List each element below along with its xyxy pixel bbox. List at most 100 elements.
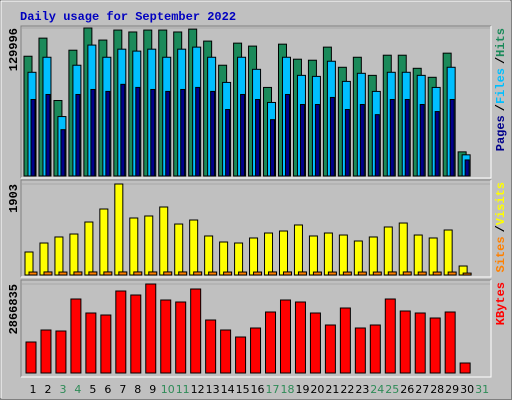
bar bbox=[265, 311, 277, 374]
x-tick-label: 2 bbox=[44, 383, 51, 396]
bar bbox=[219, 241, 229, 276]
bar bbox=[165, 90, 171, 177]
bar bbox=[398, 222, 408, 276]
bar bbox=[293, 224, 303, 276]
x-tick-label: 12 bbox=[191, 383, 205, 396]
bar bbox=[402, 271, 412, 276]
x-tick-label: 26 bbox=[400, 383, 414, 396]
bar bbox=[174, 223, 184, 276]
bar bbox=[45, 93, 51, 177]
bar bbox=[160, 299, 172, 374]
bar bbox=[189, 219, 199, 276]
bar bbox=[130, 294, 142, 374]
legend: KBytes bbox=[494, 282, 508, 325]
bar bbox=[69, 233, 79, 276]
bar bbox=[383, 226, 393, 276]
bar bbox=[459, 362, 471, 374]
bar bbox=[103, 271, 113, 276]
bar bbox=[144, 215, 154, 276]
bar bbox=[264, 232, 274, 276]
legend-separator: / bbox=[494, 225, 508, 232]
legend: Pages/Files/Hits bbox=[494, 28, 508, 151]
bar bbox=[25, 341, 37, 374]
x-tick-label: 19 bbox=[295, 383, 309, 396]
bar bbox=[180, 88, 186, 177]
bar bbox=[223, 271, 233, 276]
bar bbox=[399, 310, 411, 374]
bar bbox=[354, 327, 366, 374]
bar bbox=[387, 271, 397, 276]
x-tick-label: 24 bbox=[370, 383, 384, 396]
bar bbox=[190, 288, 202, 374]
bar bbox=[359, 104, 365, 177]
bar bbox=[129, 217, 139, 276]
bar bbox=[270, 119, 276, 177]
bar bbox=[308, 235, 318, 276]
bar bbox=[193, 271, 203, 276]
x-tick-label: 14 bbox=[221, 383, 235, 396]
bar bbox=[413, 234, 423, 276]
bar bbox=[115, 290, 127, 374]
x-tick-label: 23 bbox=[355, 383, 369, 396]
bar bbox=[462, 272, 472, 276]
bar bbox=[389, 98, 395, 177]
bar bbox=[204, 235, 214, 276]
bar bbox=[159, 206, 169, 276]
bevel bbox=[21, 280, 492, 378]
x-tick-label: 17 bbox=[266, 383, 280, 396]
bar bbox=[150, 88, 156, 177]
bar bbox=[357, 271, 367, 276]
bar bbox=[208, 271, 218, 276]
bar bbox=[58, 271, 68, 276]
bar bbox=[297, 271, 307, 276]
bar bbox=[294, 301, 306, 374]
x-tick-label: 8 bbox=[134, 383, 141, 396]
bar bbox=[70, 298, 82, 374]
bar bbox=[449, 98, 455, 177]
bar bbox=[374, 114, 380, 177]
bar bbox=[114, 183, 124, 276]
x-tick-label: 7 bbox=[119, 383, 126, 396]
bar bbox=[428, 237, 438, 276]
bar bbox=[255, 98, 261, 177]
x-tick-label: 30 bbox=[460, 383, 474, 396]
x-tick-label: 4 bbox=[74, 383, 81, 396]
bar bbox=[234, 242, 244, 276]
x-tick-label: 6 bbox=[104, 383, 111, 396]
bar bbox=[84, 221, 94, 276]
x-tick-label: 3 bbox=[59, 383, 66, 396]
bar bbox=[85, 312, 97, 374]
x-tick-label: 28 bbox=[430, 383, 444, 396]
bar bbox=[205, 319, 217, 374]
bar bbox=[279, 299, 291, 374]
bar bbox=[353, 240, 363, 276]
x-tick-label: 10 bbox=[161, 383, 175, 396]
bar bbox=[100, 314, 112, 374]
bar bbox=[329, 96, 335, 177]
bevel bbox=[20, 25, 491, 178]
y-tick-label: 129996 bbox=[7, 28, 21, 71]
bar bbox=[372, 271, 382, 276]
x-tick-label: 25 bbox=[385, 383, 399, 396]
bar bbox=[40, 329, 52, 374]
bar bbox=[434, 111, 440, 177]
legend-entry: Pages bbox=[494, 115, 508, 151]
bar bbox=[238, 271, 248, 276]
legend-separator: / bbox=[494, 57, 508, 64]
bar bbox=[443, 229, 453, 276]
bar bbox=[105, 90, 111, 177]
bar bbox=[163, 271, 173, 276]
bar bbox=[250, 327, 262, 374]
bar bbox=[414, 312, 426, 374]
bar bbox=[60, 129, 66, 177]
bar bbox=[90, 88, 96, 177]
bar bbox=[225, 109, 231, 177]
x-tick-label: 20 bbox=[310, 383, 324, 396]
bar bbox=[369, 324, 381, 374]
bar bbox=[404, 98, 410, 177]
x-tick-label: 15 bbox=[236, 383, 250, 396]
bar bbox=[309, 312, 321, 374]
bar bbox=[133, 271, 143, 276]
legend-separator: / bbox=[494, 104, 508, 111]
bar bbox=[75, 93, 81, 177]
